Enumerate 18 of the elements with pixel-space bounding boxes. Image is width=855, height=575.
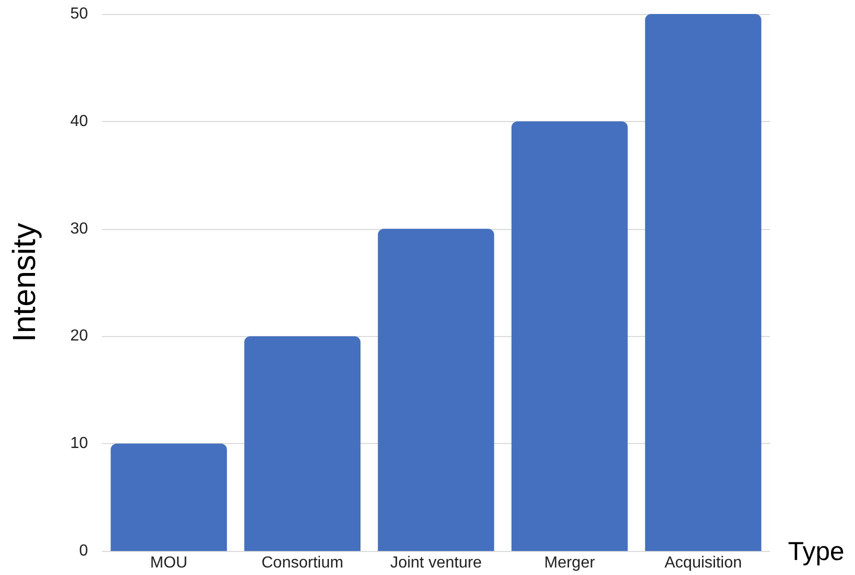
y-tick-label: 10 [70,435,88,452]
x-tick-label: MOU [150,554,188,572]
bar [645,14,762,551]
x-axis-title: Type [788,536,844,566]
bar [511,121,628,551]
bar [110,444,227,551]
x-tick-label: Consortium [261,554,344,572]
x-tick-label: Merger [544,554,596,572]
y-tick-label: 20 [70,328,88,345]
y-tick-label: 50 [70,6,88,22]
y-axis-title: Intensity [6,222,42,342]
x-tick-label: Acquisition [664,554,742,572]
y-tick-label: 0 [79,542,88,560]
x-tick-label: Joint venture [390,554,482,572]
bar [244,336,361,551]
bar [378,228,494,551]
y-tick-label: 40 [70,112,88,130]
y-tick-label: 30 [70,220,88,238]
